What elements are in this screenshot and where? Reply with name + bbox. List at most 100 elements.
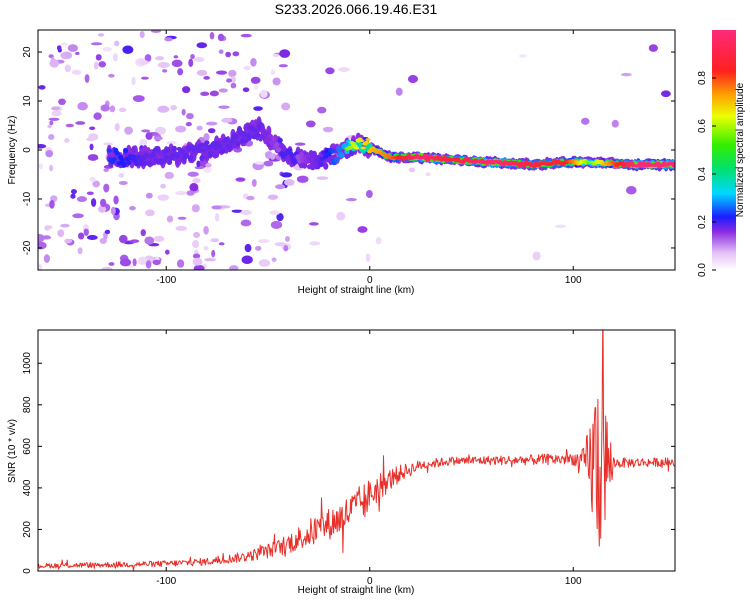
heatmap-ridge-cell <box>347 145 353 150</box>
heatmap-noise-blob <box>67 44 78 52</box>
heatmap-ridge-cell <box>223 137 230 142</box>
heatmap-noise-blob <box>205 121 218 126</box>
heatmap-ridge-cell <box>253 128 259 133</box>
heatmap-noise-blob <box>244 243 252 253</box>
heatmap-ridge-cell <box>303 158 309 165</box>
heatmap-ridge-cell <box>134 161 140 167</box>
tick-label: 400 <box>22 479 33 496</box>
heatmap-ridge-cell <box>217 143 223 149</box>
heatmap-ridge-cell <box>163 154 169 161</box>
heatmap-noise-blob <box>175 225 188 231</box>
heatmap-noise-blob <box>322 126 334 133</box>
heatmap-noise-blob <box>648 44 658 52</box>
heatmap-noise-blob <box>60 42 68 47</box>
tick-label: -100 <box>156 275 176 286</box>
heatmap-noise-blob <box>49 120 54 126</box>
heatmap-noise-blob <box>43 254 50 263</box>
heatmap-noise-blob <box>153 136 163 141</box>
heatmap-ridge-cell <box>227 144 233 150</box>
heatmap-noise-blob <box>263 160 274 167</box>
heatmap-ridge-cell <box>671 163 675 168</box>
heatmap-noise-blob <box>176 259 185 268</box>
heatmap-noise-blob <box>118 173 125 178</box>
heatmap-noise-blob <box>60 223 70 228</box>
heatmap-noise-blob <box>97 33 105 37</box>
heatmap-noise-blob <box>581 117 590 125</box>
heatmap-noise-blob <box>110 206 116 215</box>
heatmap-noise-blob <box>89 176 96 183</box>
heatmap-noise-blob <box>192 257 203 266</box>
snr-plot-area <box>38 330 675 571</box>
heatmap-noise-blob <box>274 242 287 247</box>
heatmap-ridge-cell <box>171 145 177 152</box>
heatmap-noise-blob <box>145 132 153 140</box>
heatmap-noise-blob <box>215 70 228 75</box>
heatmap-noise-blob <box>269 153 276 160</box>
heatmap-noise-blob <box>90 42 103 46</box>
heatmap-noise-blob <box>70 193 76 199</box>
heatmap-noise-blob <box>205 162 212 168</box>
heatmap-noise-blob <box>114 40 120 47</box>
heatmap-noise-blob <box>64 64 72 73</box>
heatmap-noise-blob <box>173 55 179 59</box>
heatmap-noise-blob <box>258 259 271 267</box>
heatmap-noise-blob <box>246 195 255 201</box>
heatmap-ridge-cell <box>197 143 204 148</box>
heatmap-noise-blob <box>88 133 99 141</box>
heatmap-noise-blob <box>83 228 89 237</box>
colorbar-ticks: 0.0 0.2 0.4 0.6 0.8 <box>697 71 716 277</box>
heatmap-noise-blob <box>118 234 128 244</box>
heatmap-ridge-cell <box>142 160 148 166</box>
heatmap-noise-blob <box>164 37 173 42</box>
heatmap-noise-blob <box>145 192 153 199</box>
heatmap-noise-blob <box>77 232 85 240</box>
heatmap-noise-blob <box>250 58 257 67</box>
heatmap-ridge-cell <box>204 140 210 145</box>
heatmap-noise-blob <box>395 87 403 96</box>
heatmap-noise-blob <box>270 68 276 76</box>
heatmap-ridge-cell <box>179 148 186 155</box>
heatmap-noise-blob <box>243 65 251 71</box>
heatmap-noise-blob <box>132 95 145 102</box>
heatmap-noise-blob <box>185 121 192 127</box>
heatmap-noise-blob <box>189 183 199 192</box>
heatmap-noise-blob <box>193 264 205 270</box>
heatmap-noise-blob <box>281 102 291 111</box>
heatmap-noise-blob <box>138 60 149 65</box>
heatmap-noise-blob <box>192 253 201 259</box>
heatmap-noise-blob <box>64 238 73 244</box>
tick-label: 100 <box>565 576 582 587</box>
heatmap-noise-blob <box>305 120 316 128</box>
heatmap-ridge-cell <box>220 148 226 154</box>
heatmap-noise-blob <box>166 215 174 223</box>
heatmap-noise-blob <box>240 209 252 216</box>
snr-y-label: SNR (10 * v/v) <box>7 419 18 483</box>
heatmap-noise-blob <box>271 257 277 262</box>
heatmap-ridge-cell <box>315 165 321 170</box>
heatmap-noise-blob <box>294 142 306 146</box>
heatmap-noise-blob <box>338 66 350 72</box>
heatmap-noise-blob <box>345 197 357 202</box>
heatmap-ridge-cell <box>358 139 365 142</box>
heatmap-noise-blob <box>138 256 148 266</box>
heatmap-noise-blob <box>144 236 155 245</box>
heatmap-ridge-cell <box>360 146 366 150</box>
heatmap-noise-blob <box>661 90 671 98</box>
heatmap-noise-blob <box>203 75 210 80</box>
heatmap-noise-blob <box>175 191 187 196</box>
colorbar: 0.0 0.2 0.4 0.6 0.8 Normalized spectral ampl… <box>697 30 746 277</box>
heatmap-ridge-cell <box>357 141 363 148</box>
heatmap-noise-blob <box>175 125 187 133</box>
heatmap-noise-blob <box>232 51 240 57</box>
heatmap-ridge-cell <box>160 158 166 164</box>
heatmap-noise-blob <box>209 31 215 40</box>
heatmap-ridge-cell <box>155 146 161 153</box>
heatmap-noise-blob <box>77 101 88 111</box>
heatmap-ridge-cell <box>131 146 137 154</box>
heatmap-noise-blob <box>157 61 170 68</box>
heatmap-noise-blob <box>272 53 280 58</box>
heatmap-ridge-cell <box>323 162 329 170</box>
heatmap-noise-blob <box>317 106 327 114</box>
heatmap-x-ticks: -100 0 100 <box>156 30 582 286</box>
colorbar-tick-label: 0.4 <box>697 167 708 181</box>
